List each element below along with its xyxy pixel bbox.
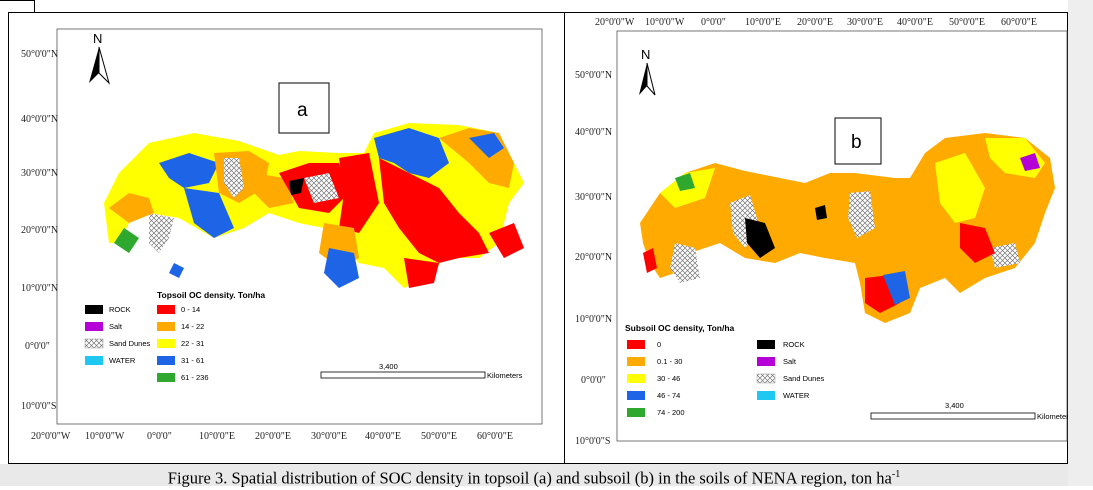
right-margin xyxy=(1068,0,1093,486)
legend-label: N xyxy=(93,31,102,46)
legend-label: 22 - 31 xyxy=(181,339,204,348)
legend-label: 0 - 14 xyxy=(181,305,200,314)
legend-label: 60°0'0"E xyxy=(1001,17,1037,28)
legend-label: Salt xyxy=(109,322,123,331)
legend-label: 0 xyxy=(657,340,661,349)
legend-label: 30°0'0"N xyxy=(575,192,612,203)
legend-label: 10°0'0"N xyxy=(575,314,612,325)
lon-label: 60°0'0"E xyxy=(477,431,513,442)
legend-label: 10°0'0"E xyxy=(745,17,781,28)
panel-divider xyxy=(564,12,565,464)
legend-title: Topsoil OC density. Ton/ha xyxy=(157,290,265,300)
map-b-region xyxy=(640,133,1055,323)
legend-label: 10°0'0"W xyxy=(645,17,685,28)
lat-label: 20°0'0"N xyxy=(21,225,58,236)
lat-label: 0°0'0" xyxy=(25,341,50,352)
lat-label: 40°0'0"N xyxy=(21,114,58,125)
corner-line-v xyxy=(34,0,35,12)
legend-label: Kilometers xyxy=(487,371,523,380)
map-a: 50°0'0"N 40°0'0"N 30°0'0"N 20°0'0"N 10°0… xyxy=(21,28,543,442)
lon-label: 10°0'0"W xyxy=(85,431,125,442)
lat-label: 10°0'0"S xyxy=(21,401,56,412)
legend-label: 3,400 xyxy=(945,401,964,410)
panel-letter-box xyxy=(278,82,330,134)
map-a-lon-labels: 20°0'0"W 10°0'0"W 0°0'0" 10°0'0"E 20°0'0… xyxy=(31,431,513,442)
panel-letter: b xyxy=(851,132,862,153)
legend-label: 20°0'0"N xyxy=(575,252,612,263)
legend-label: Sand Dunes xyxy=(109,339,151,348)
figure-caption: Figure 3. Spatial distribution of SOC de… xyxy=(0,464,1068,488)
legend-label: 10°0'0"S xyxy=(575,436,610,447)
legend-label: 40°0'0"N xyxy=(575,127,612,138)
lon-label: 20°0'0"E xyxy=(255,431,291,442)
legend-label: 31 - 61 xyxy=(181,356,204,365)
lon-label: 50°0'0"E xyxy=(421,431,457,442)
map-b-legend: Subsoil OC density, Ton/ha 0 0.1 - 30 30… xyxy=(625,323,825,417)
legend-label: 30°0'0"E xyxy=(847,17,883,28)
legend-label: 20°0'0"W xyxy=(595,17,635,28)
legend-label: 74 - 200 xyxy=(657,408,685,417)
legend-label: 0.1 - 30 xyxy=(657,357,682,366)
map-b: 20°0'0"W 10°0'0"W 0°0'0" 10°0'0"E 20°0'0… xyxy=(575,17,1068,447)
lat-label: 30°0'0"N xyxy=(21,168,58,179)
legend-label: 3,400 xyxy=(379,362,398,371)
legend-label: Kilometers xyxy=(1037,412,1068,421)
legend-label: WATER xyxy=(783,391,810,400)
legend-label: ROCK xyxy=(109,305,131,314)
legend-label: 40°0'0"E xyxy=(897,17,933,28)
lon-label: 30°0'0"E xyxy=(311,431,347,442)
map-b-lon-labels: 20°0'0"W 10°0'0"W 0°0'0" 10°0'0"E 20°0'0… xyxy=(595,17,1037,28)
map-a-legend: Topsoil OC density. Ton/ha ROCK Salt San… xyxy=(84,290,265,382)
legend-label: 50°0'0"N xyxy=(575,70,612,81)
panel-letter: a xyxy=(297,100,308,121)
panel-letter-box xyxy=(834,117,882,165)
north-arrow-icon: N xyxy=(639,47,656,96)
legend-label: WATER xyxy=(109,356,136,365)
map-a-scale-bar: 3,400 Kilometers xyxy=(320,362,523,380)
legend-label: N xyxy=(641,47,650,62)
lat-label: 10°0'0"N xyxy=(21,283,58,294)
legend-label: ROCK xyxy=(783,340,805,349)
legend-label: 61 - 236 xyxy=(181,373,209,382)
legend-title: Subsoil OC density, Ton/ha xyxy=(625,323,735,333)
legend-label: 30 - 46 xyxy=(657,374,680,383)
legend-label: 0°0'0" xyxy=(701,17,726,28)
lon-label: 40°0'0"E xyxy=(365,431,401,442)
legend-label: Salt xyxy=(783,357,797,366)
figure-frame xyxy=(8,12,1068,464)
legend-label: 46 - 74 xyxy=(657,391,680,400)
lon-label: 0°0'0" xyxy=(147,431,172,442)
north-arrow-icon: N xyxy=(89,31,110,85)
legend-label: 14 - 22 xyxy=(181,322,204,331)
map-a-lat-labels: 50°0'0"N 40°0'0"N 30°0'0"N 20°0'0"N 10°0… xyxy=(21,49,58,412)
lon-label: 20°0'0"W xyxy=(31,431,71,442)
corner-line-h xyxy=(0,0,34,1)
legend-label: 0°0'0" xyxy=(581,375,606,386)
map-a-region xyxy=(104,123,524,288)
legend-label: Sand Dunes xyxy=(783,374,825,383)
lon-label: 10°0'0"E xyxy=(199,431,235,442)
legend-label: 20°0'0"E xyxy=(797,17,833,28)
map-b-scale-bar: 3,400 Kilometers xyxy=(870,401,1068,421)
legend-label: 50°0'0"E xyxy=(949,17,985,28)
map-b-lat-labels: 50°0'0"N 40°0'0"N 30°0'0"N 20°0'0"N 10°0… xyxy=(575,70,612,447)
lat-label: 50°0'0"N xyxy=(21,49,58,60)
